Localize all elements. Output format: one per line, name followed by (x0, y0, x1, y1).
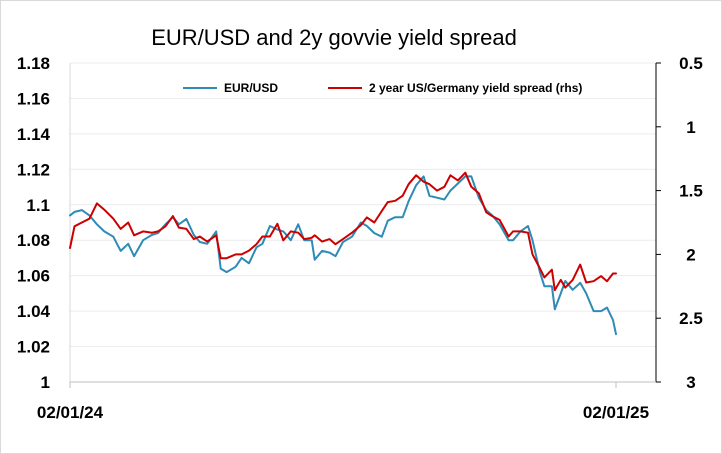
x-tick-label-start: 02/01/24 (37, 403, 104, 422)
left-tick-label: 1 (41, 373, 50, 392)
right-tick-label: 0.5 (679, 54, 703, 73)
series-layer (69, 171, 617, 336)
legend: EUR/USD 2 year US/Germany yield spread (… (183, 81, 582, 95)
left-tick-label: 1.14 (17, 125, 51, 144)
right-tick-label: 2 (686, 245, 695, 264)
left-tick-label: 1.12 (17, 160, 50, 179)
left-tick-label: 1.08 (17, 231, 50, 250)
left-tick-label: 1.02 (17, 338, 50, 357)
left-tick-label: 1.04 (17, 302, 51, 321)
right-tick-label: 3 (686, 373, 695, 392)
legend-label-spread: 2 year US/Germany yield spread (rhs) (369, 81, 582, 95)
left-tick-label: 1.06 (17, 267, 50, 286)
x-axis-ticks (69, 382, 617, 388)
series-line-yield-spread (69, 171, 617, 292)
right-tick-label: 2.5 (679, 309, 703, 328)
right-tick-label: 1.5 (679, 182, 703, 201)
chart-title: EUR/USD and 2y govvie yield spread (151, 25, 517, 50)
left-axis-ticks: 1 1.02 1.04 1.06 1.08 1.1 1.12 1.14 1.16 1.18 (17, 54, 51, 392)
legend-label-eurusd: EUR/USD (224, 81, 278, 95)
x-tick-label-end: 02/01/25 (583, 403, 649, 422)
left-tick-label: 1.18 (17, 54, 50, 73)
right-tick-label: 1 (686, 118, 695, 137)
right-axis-ticks: 0.5 1 1.5 2 2.5 3 (656, 54, 703, 392)
gridlines (70, 62, 656, 348)
left-tick-label: 1.16 (17, 89, 50, 108)
left-tick-label: 1.1 (26, 196, 50, 215)
